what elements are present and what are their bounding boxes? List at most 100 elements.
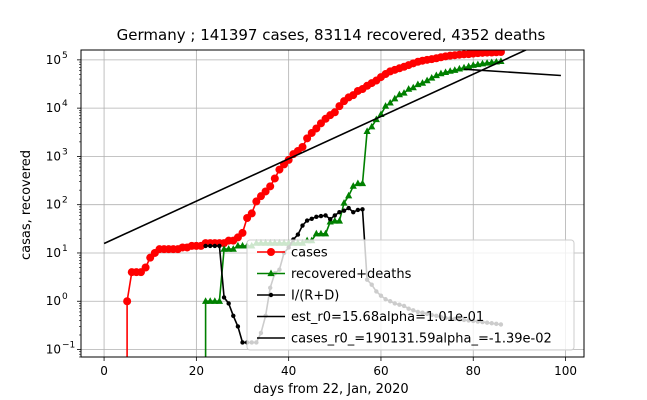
- data-point: [303, 134, 312, 143]
- data-point: [349, 182, 357, 189]
- data-point: [428, 74, 436, 81]
- data-point: [332, 213, 338, 218]
- x-tick-label: 20: [189, 364, 204, 378]
- data-point: [312, 229, 320, 237]
- data-point: [238, 228, 247, 237]
- legend-entry: I/(R+D): [291, 289, 339, 304]
- y-tick-exponent: 3: [62, 147, 68, 157]
- chart-title: Germany ; 141397 cases, 83114 recovered,…: [117, 26, 546, 44]
- data-point: [206, 297, 214, 304]
- y-tick-exponent: −1: [62, 341, 75, 351]
- data-point: [409, 83, 417, 91]
- data-point: [208, 243, 213, 249]
- data-point: [323, 213, 328, 218]
- legend-marker: [268, 292, 274, 298]
- series-4: [463, 68, 561, 77]
- data-point: [368, 122, 376, 130]
- data-point: [386, 98, 394, 106]
- legend-entry: cases_r0_=190131.59alpha_=-1.39e-02: [291, 332, 552, 347]
- data-point: [141, 263, 150, 272]
- x-tick-label: 60: [373, 364, 388, 378]
- legend-marker: [267, 248, 275, 256]
- y-tick-label: 10: [46, 343, 61, 357]
- y-tick-label: 10: [46, 246, 61, 260]
- data-point: [312, 124, 321, 133]
- data-point: [300, 223, 305, 228]
- data-point: [211, 297, 219, 304]
- data-point: [295, 232, 301, 237]
- data-point: [331, 216, 339, 224]
- data-point: [330, 108, 339, 117]
- y-tick-label: 10: [46, 149, 61, 163]
- data-point: [123, 297, 132, 306]
- data-point: [238, 241, 247, 249]
- data-point: [345, 191, 353, 199]
- data-point: [270, 174, 279, 183]
- data-point: [240, 340, 245, 345]
- data-point: [381, 102, 390, 109]
- x-tick-label: 80: [466, 364, 481, 378]
- x-tick-label: 0: [100, 364, 108, 378]
- y-tick-label: 10: [46, 294, 61, 308]
- y-tick-exponent: 5: [62, 51, 68, 61]
- data-point: [266, 182, 275, 191]
- data-point: [340, 199, 348, 206]
- data-point: [203, 243, 208, 249]
- y-tick-label: 10: [46, 198, 61, 212]
- data-point: [314, 214, 319, 220]
- legend-entry: recovered+deaths: [291, 267, 412, 282]
- data-point: [363, 127, 371, 134]
- data-point: [261, 187, 270, 196]
- y-tick-exponent: 1: [62, 244, 68, 254]
- y-tick-label: 10: [46, 53, 61, 67]
- data-point: [400, 89, 408, 96]
- data-point: [432, 71, 440, 79]
- data-point: [317, 229, 325, 237]
- series-3: [103, 50, 528, 245]
- data-point: [318, 213, 324, 219]
- data-point: [337, 209, 342, 215]
- legend-entry: cases: [291, 246, 328, 261]
- series-line: [103, 50, 528, 245]
- series-line: [463, 68, 561, 77]
- data-point: [225, 245, 233, 252]
- data-point: [231, 313, 236, 318]
- series-0: [123, 50, 505, 357]
- legend: cases recovered+deaths I/(R+D) est_r0=15.68…: [246, 239, 575, 351]
- x-tick-label: 100: [554, 364, 577, 378]
- data-point: [335, 216, 344, 224]
- legend-marker: [267, 269, 275, 277]
- data-point: [234, 241, 242, 249]
- data-point: [327, 217, 333, 222]
- data-point: [418, 79, 427, 86]
- axes: [80, 49, 585, 358]
- data-point: [391, 94, 399, 102]
- data-point: [217, 243, 222, 249]
- data-point: [309, 216, 314, 222]
- legend-entry: est_r0=15.68alpha=1.01e-01: [291, 310, 484, 325]
- data-point: [496, 50, 505, 57]
- data-point: [247, 209, 256, 218]
- data-point: [354, 179, 362, 187]
- data-point: [341, 208, 347, 213]
- legend-box: [246, 239, 575, 351]
- data-point: [226, 301, 231, 306]
- y-axis-label: casas, recovered: [19, 150, 34, 260]
- data-point: [298, 142, 307, 151]
- data-point: [321, 229, 330, 237]
- data-point: [215, 297, 224, 304]
- axes-frame: [80, 49, 585, 358]
- y-tick-exponent: 4: [62, 99, 68, 109]
- x-tick-label: 40: [281, 364, 296, 378]
- data-point: [358, 179, 367, 187]
- data-point: [229, 245, 237, 252]
- data-point: [355, 207, 361, 213]
- y-tick-exponent: 0: [62, 292, 68, 302]
- data-point: [220, 245, 228, 252]
- data-point: [304, 218, 310, 223]
- y-tick-exponent: 2: [62, 196, 68, 206]
- x-axis-label: days from 22, Jan, 2020: [253, 382, 408, 397]
- data-point: [275, 165, 284, 174]
